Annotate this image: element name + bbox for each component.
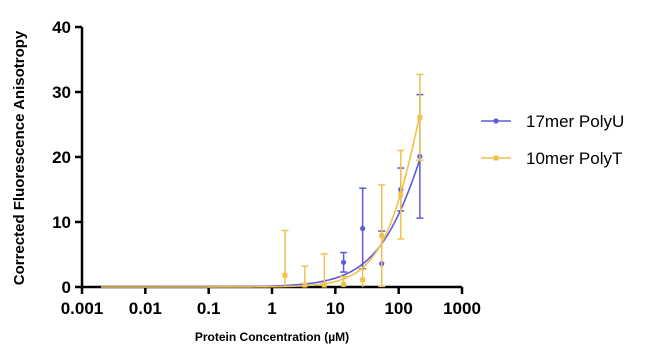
data-point [360,225,366,232]
legend-item-1: 17mer PolyU [481,112,624,131]
data-point [340,259,347,265]
x-tick-label: 0.1 [197,299,221,318]
x-axis-label: Protein Concentration (µM) [195,330,349,344]
y-axis-label: Corrected Fluorescence Anisotropy [11,30,28,285]
x-tick-label: 1000 [443,299,481,318]
legend-label: 17mer PolyU [526,112,624,131]
x-tick-label: 0.01 [129,299,162,318]
y-ticks: 0 10 20 30 40 [52,18,82,297]
data-point [360,277,366,283]
data-point [341,281,347,287]
data-point [417,114,423,120]
series-1 [101,93,424,288]
x-ticks: 0.001 0.01 0.1 1 10 100 1000 [61,287,481,318]
x-tick-label: 1 [267,299,276,318]
axes [80,27,462,289]
data-point [398,192,404,198]
data-point [302,282,308,288]
y-tick-label: 40 [52,18,71,37]
series-2 [101,73,424,288]
data-point [321,282,327,288]
y-tick-label: 20 [52,148,71,167]
x-tick-label: 100 [384,299,412,318]
legend-marker [493,155,499,161]
x-tick-label: 10 [326,299,345,318]
legend-marker [493,118,499,124]
data-point [282,272,288,278]
y-tick-label: 0 [62,278,71,297]
legend-label: 10mer PolyT [526,149,622,168]
fit-curve [101,114,421,288]
plot-area [101,73,424,288]
y-tick-label: 10 [52,213,71,232]
x-tick-label: 0.001 [61,299,104,318]
data-point [379,233,385,239]
fit-curve [101,159,421,288]
legend: 17mer PolyU 10mer PolyT [481,112,624,168]
legend-item-2: 10mer PolyT [481,149,622,168]
y-tick-label: 30 [52,83,71,102]
